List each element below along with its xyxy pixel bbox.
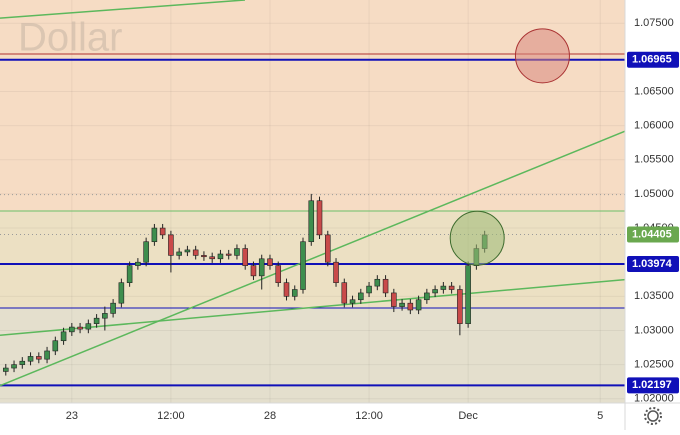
candle-body: [201, 255, 207, 258]
zone: [0, 307, 625, 403]
candle-body: [457, 289, 463, 324]
annotation-circle: [514, 28, 570, 84]
candle-body: [3, 367, 9, 372]
candle-body: [448, 285, 455, 290]
candle-body: [135, 261, 141, 266]
candle-body: [60, 331, 67, 342]
y-tick-label: 1.05000: [634, 188, 674, 200]
candle-body: [36, 356, 42, 360]
gear[interactable]: [647, 410, 659, 422]
candle-body: [192, 249, 199, 256]
x-tick-label: Dec: [458, 410, 478, 422]
candle-body: [242, 248, 248, 266]
y-tick-label: 1.02500: [634, 359, 674, 371]
candle-body: [300, 241, 306, 290]
candle-body: [333, 261, 339, 283]
candle-body: [234, 248, 240, 256]
candle-body: [258, 258, 265, 277]
x-tick-label: 12:00: [157, 410, 185, 422]
y-tick-label: 1.07500: [634, 17, 674, 29]
candle-body: [184, 249, 191, 253]
candle-body: [267, 258, 273, 266]
candle-body: [415, 299, 422, 311]
price-label: 1.06965: [632, 54, 672, 66]
candle-body: [366, 285, 372, 294]
x-tick-label: 12:00: [355, 410, 383, 422]
x-tick-label: 28: [264, 410, 276, 422]
candle-body: [275, 265, 282, 283]
candle-body: [209, 256, 215, 260]
candle-body: [93, 317, 100, 324]
candle-body: [11, 364, 17, 369]
candle-body: [168, 234, 174, 256]
settings-icon[interactable]: [644, 407, 662, 425]
candle-body: [341, 282, 348, 304]
x-tick-label: 23: [66, 410, 78, 422]
price-label: 1.02197: [632, 379, 672, 391]
y-tick-label: 1.02000: [634, 393, 674, 405]
candle-body: [250, 265, 257, 277]
candle-body: [440, 285, 447, 290]
trend-line: [0, 0, 246, 19]
candle-body: [27, 356, 34, 362]
candle-body: [374, 278, 381, 287]
candle-body: [225, 253, 232, 256]
candle-body: [159, 227, 166, 236]
gear-teeth[interactable]: [644, 407, 662, 425]
candle-body: [118, 282, 125, 304]
candle-body: [283, 282, 290, 297]
y-tick-label: 1.03000: [634, 324, 674, 336]
candle-body: [424, 292, 430, 301]
price-label-box: [627, 226, 679, 243]
candle-body: [349, 299, 356, 304]
candle-body: [52, 340, 59, 352]
candle-body: [19, 360, 26, 365]
price-label-box: [627, 255, 679, 272]
candle-body: [77, 326, 83, 330]
price-label: 1.04405: [632, 228, 672, 240]
y-tick-label: 1.03500: [634, 290, 674, 302]
candle-body: [176, 251, 182, 256]
annotation-circle: [449, 210, 505, 266]
candle-body: [399, 302, 405, 307]
y-tick-label: 1.06000: [634, 120, 674, 132]
candle-body: [391, 292, 397, 307]
candle-body: [110, 302, 116, 314]
candle-body: [358, 292, 364, 301]
candle-body: [465, 265, 471, 324]
candle-body: [151, 227, 158, 243]
trend-line: [0, 278, 625, 336]
candle-body: [407, 302, 414, 311]
zone: [0, 0, 625, 211]
candle-body: [316, 200, 323, 236]
price-label-box: [627, 51, 679, 68]
y-tick-label: 1.06500: [634, 85, 674, 97]
price-label: 1.03974: [632, 258, 673, 270]
price-label-box: [627, 377, 679, 394]
x-tick-label: 5: [597, 410, 603, 422]
candle-body: [143, 241, 149, 263]
candle-body: [44, 350, 50, 360]
candle-body: [217, 253, 224, 260]
watermark-title: Dollar: [18, 16, 122, 60]
trend-line: [0, 130, 625, 387]
y-tick-label: 1.05500: [634, 154, 674, 166]
candle-body: [291, 289, 298, 297]
candle-body: [69, 326, 75, 333]
candle-body: [382, 278, 389, 294]
candle-body: [85, 323, 92, 330]
plot-area: [0, 0, 625, 403]
candle-body: [126, 265, 133, 283]
candle-body: [432, 289, 438, 294]
candle-body: [308, 200, 315, 243]
candle-body: [324, 234, 331, 263]
candle-body: [102, 313, 108, 319]
